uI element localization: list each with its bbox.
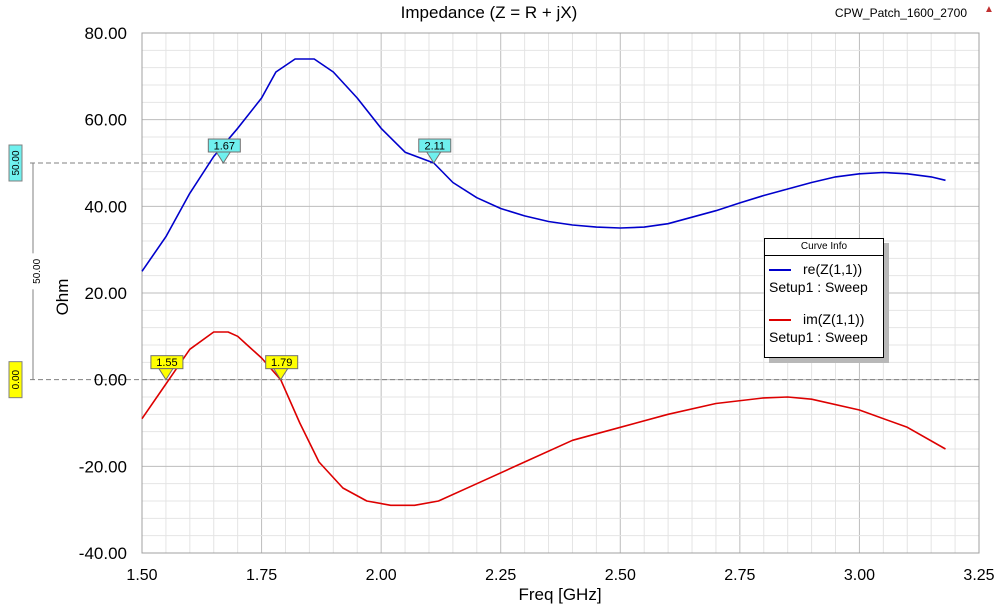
legend[interactable]: Curve Info re(Z(1,1)) Setup1 : Sweep im(…	[764, 238, 884, 358]
series-group	[141, 58, 946, 507]
y-tick-label: 20.00	[84, 284, 127, 303]
legend-series-setup: Setup1 : Sweep	[769, 279, 868, 295]
marker: 2.11	[418, 138, 452, 164]
range-value-bg	[30, 253, 42, 290]
reference-value-box	[8, 361, 23, 399]
warning-triangle-icon[interactable]: ▲	[984, 4, 994, 15]
y-tick-label: 40.00	[84, 197, 127, 216]
y-tick-label: 60.00	[84, 111, 127, 130]
x-tick-label: 2.75	[724, 567, 755, 584]
reference-value-tag: 50.00	[8, 144, 23, 182]
range-value-label: 50.00	[32, 258, 43, 283]
reference-range-indicator: 50.00 0.00 50.00	[8, 144, 43, 399]
legend-series-name: re(Z(1,1))	[803, 261, 863, 277]
y-tick-label: -40.00	[79, 544, 127, 563]
marker: 1.67	[207, 138, 241, 164]
legend-swatch-im	[769, 319, 791, 321]
x-tick-labels: 1.50 1.75 2.00 2.25 2.50 2.75 3.00 3.25	[126, 567, 994, 584]
x-tick-label: 2.25	[485, 567, 516, 584]
x-tick-label: 3.00	[844, 567, 875, 584]
reference-value-label: 50.00	[11, 150, 22, 175]
marker-label: 1.55	[156, 357, 177, 369]
reference-value-label: 0.00	[11, 369, 22, 389]
series-line-im	[141, 331, 946, 507]
y-axis-label: Ohm	[53, 279, 72, 316]
chart-title: Impedance (Z = R + jX)	[401, 3, 578, 22]
x-tick-label: 2.50	[605, 567, 636, 584]
marker: 1.79	[265, 355, 299, 381]
reference-value-box	[8, 144, 23, 182]
x-tick-label: 1.50	[126, 567, 157, 584]
y-tick-labels: 80.00 60.00 40.00 20.00 0.00 -20.00 -40.00	[79, 24, 127, 563]
plot-frame	[141, 32, 980, 554]
markers-group: 1.67 2.11 1.55 1.79	[150, 138, 452, 381]
legend-title: Curve Info	[765, 239, 883, 256]
x-tick-label: 3.25	[963, 567, 994, 584]
y-tick-label: 80.00	[84, 24, 127, 43]
reference-lines	[30, 162, 979, 381]
marker-pointer	[425, 151, 442, 164]
legend-swatch-re	[769, 269, 791, 271]
marker: 1.55	[150, 355, 184, 381]
y-tick-label: -20.00	[79, 457, 127, 476]
marker-pointer	[215, 151, 232, 164]
marker-pointer	[272, 368, 289, 381]
project-name: CPW_Patch_1600_2700	[835, 6, 967, 20]
legend-series-setup: Setup1 : Sweep	[769, 329, 868, 345]
legend-series-name: im(Z(1,1))	[803, 311, 865, 327]
marker-pointer	[158, 368, 174, 381]
reference-value-tag: 0.00	[8, 361, 23, 399]
marker-label: 1.67	[214, 141, 235, 153]
x-tick-label: 1.75	[246, 567, 277, 584]
y-tick-label: 0.00	[94, 371, 127, 390]
range-value: 50.00	[30, 253, 43, 290]
x-axis-label: Freq [GHz]	[518, 585, 601, 604]
marker-label: 2.11	[424, 141, 445, 153]
axes	[141, 32, 980, 554]
x-tick-label: 2.00	[366, 567, 397, 584]
marker-label: 1.79	[271, 357, 292, 369]
series-line-re	[141, 58, 946, 272]
